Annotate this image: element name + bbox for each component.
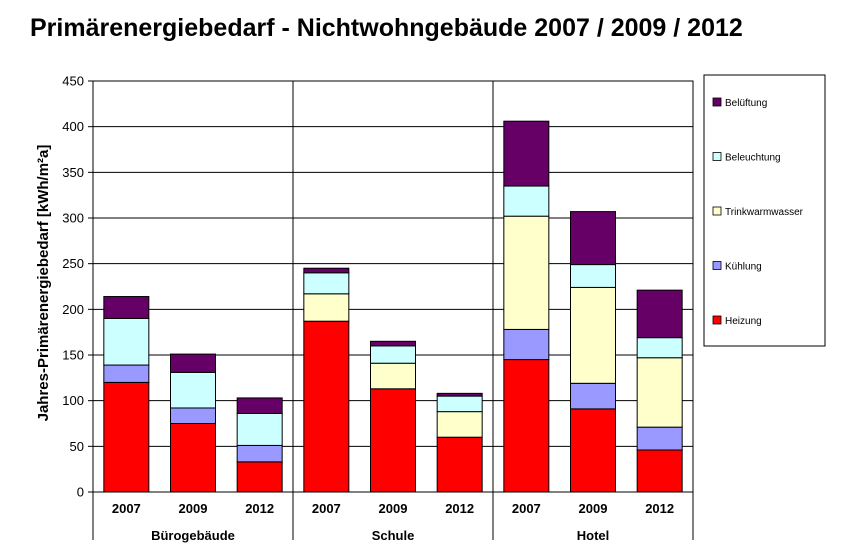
x-tick-label: 2012 [645, 501, 674, 516]
legend-label: Belüftung [725, 98, 767, 109]
y-tick-label: 450 [62, 74, 84, 89]
legend-item: Trinkwarmwasser [712, 206, 804, 218]
legend-item: Belüftung [712, 97, 767, 109]
y-tick-label: 300 [62, 211, 84, 226]
legend-label: Trinkwarmwasser [725, 207, 804, 218]
bar-segment [636, 337, 683, 359]
bar-segment [636, 357, 683, 428]
chart-title: Primärenergiebedarf - Nichtwohngebäude 2… [30, 14, 743, 42]
bar-stack [636, 289, 683, 493]
bar-segment [570, 211, 616, 266]
y-axis-label: Jahres-Primärenergiebedarf [kWh/m²a] [35, 145, 52, 422]
legend-item: Kühlung [712, 261, 762, 273]
bar-segment [103, 381, 150, 493]
bar-segment [636, 426, 683, 451]
bar-segment [236, 444, 283, 463]
bar-segment [303, 267, 350, 274]
bar-segment [436, 436, 483, 493]
legend-swatch [712, 261, 722, 270]
legend-item: Heizung [712, 315, 762, 327]
x-tick-label: 2009 [179, 501, 208, 516]
y-tick-label: 200 [62, 302, 84, 317]
legend: Belüftung Beleuchtung Trinkwarmwasser Kühlu… [703, 74, 826, 347]
bar-segment [436, 411, 483, 438]
bar-segment [370, 345, 416, 364]
x-tick-label: 2007 [112, 501, 141, 516]
x-tick-label: 2007 [512, 501, 541, 516]
bar-segment [570, 286, 616, 384]
bar-segment [503, 215, 550, 330]
bar-segment [436, 395, 483, 413]
bar-segment [636, 289, 683, 339]
x-tick-label: 2009 [579, 501, 608, 516]
legend-swatch [712, 97, 722, 107]
bar-segment [170, 407, 216, 424]
bar-segment [503, 328, 550, 361]
bar-segment [170, 423, 216, 493]
bar-segment [236, 412, 283, 446]
bar-segment [103, 364, 150, 383]
x-tick-label: 2012 [245, 501, 274, 516]
bar-segment [370, 362, 416, 390]
bar-segment [170, 353, 216, 373]
bar-segment [503, 120, 550, 187]
bar-stack [236, 397, 283, 493]
group-label: Bürogebäude [151, 528, 235, 543]
bar-stack [436, 392, 483, 493]
legend-box [703, 74, 826, 347]
bar-stack [103, 296, 150, 493]
x-axis: 2007 2009 2012 Bürogebäude 2007 2009 2012 Schul… [112, 501, 674, 543]
legend-swatch [712, 315, 722, 325]
bar-stack [570, 211, 616, 493]
legend-label: Kühlung [725, 262, 762, 273]
legend-label: Heizung [725, 316, 762, 327]
x-tick-label: 2009 [379, 501, 408, 516]
bar-stacks [103, 120, 683, 493]
y-tick-label: 100 [62, 393, 84, 408]
group-label: Schule [372, 528, 415, 543]
y-axis: 0 50 100 150 200 250 300 350 400 450 [62, 74, 93, 500]
bar-stack [303, 267, 350, 493]
bar-segment [636, 449, 683, 493]
y-tick-label: 250 [62, 256, 84, 271]
legend-item: Beleuchtung [712, 152, 781, 164]
y-tick-label: 0 [77, 485, 84, 500]
y-tick-label: 400 [62, 119, 84, 134]
bar-segment [236, 397, 283, 414]
y-tick-label: 50 [70, 439, 84, 454]
bar-segment [436, 392, 483, 397]
legend-label: Beleuchtung [725, 153, 781, 164]
bar-segment [370, 388, 416, 493]
bar-segment [570, 408, 616, 493]
bar-segment [570, 264, 616, 288]
bar-segment [503, 359, 550, 493]
plot-border [92, 80, 694, 493]
bar-segment [303, 293, 350, 322]
x-tick-label: 2012 [445, 501, 474, 516]
bar-segment [170, 371, 216, 409]
bar-stack [170, 353, 216, 493]
bar-segment [103, 317, 150, 366]
bar-segment [503, 185, 550, 217]
bar-segment [370, 340, 416, 347]
bar-stack [370, 340, 416, 493]
bar-segment [103, 296, 150, 319]
plot-frame [92, 80, 694, 540]
legend-swatch [712, 152, 722, 161]
y-tick-label: 150 [62, 348, 84, 363]
bar-stack [503, 120, 550, 493]
bar-segment [236, 461, 283, 493]
bar-segment [303, 272, 350, 295]
group-label: Hotel [577, 528, 610, 543]
legend-swatch [712, 206, 722, 216]
y-tick-label: 350 [62, 165, 84, 180]
bar-segment [570, 382, 616, 410]
bar-segment [303, 320, 350, 493]
x-tick-label: 2007 [312, 501, 341, 516]
